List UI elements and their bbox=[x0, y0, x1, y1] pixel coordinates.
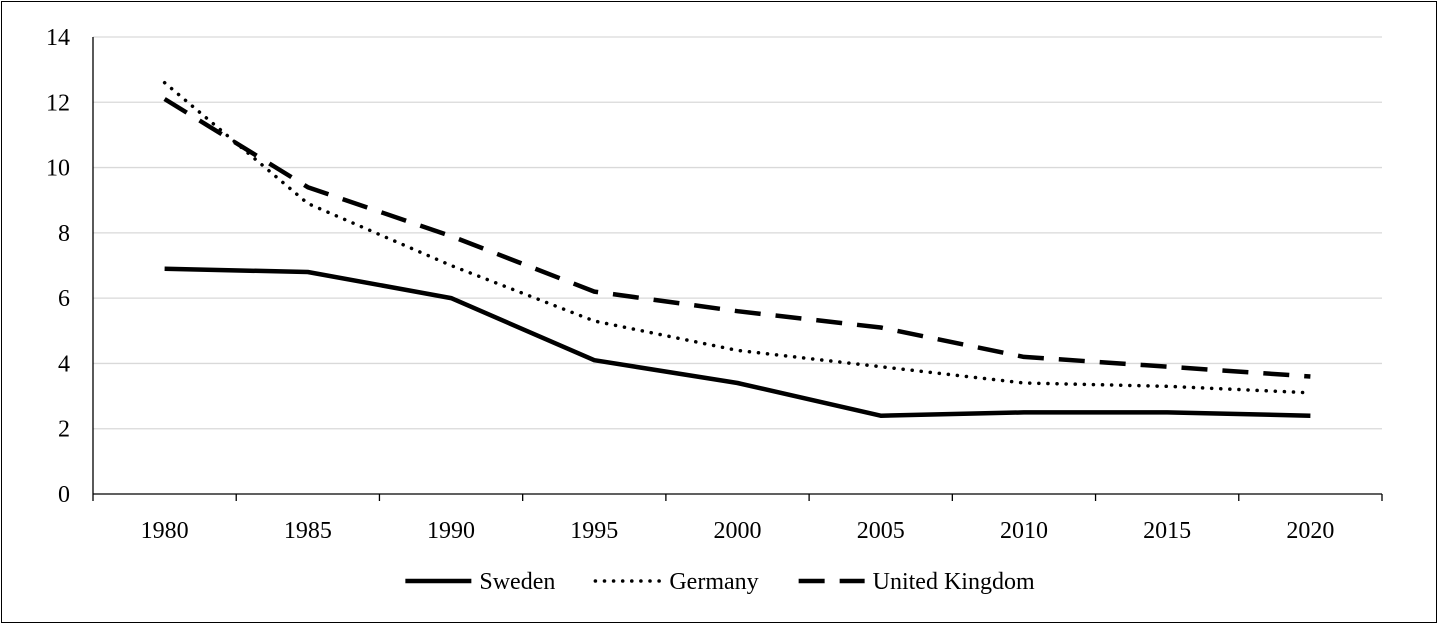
x-tick-label: 1995 bbox=[570, 518, 618, 544]
y-tick-label: 14 bbox=[46, 25, 70, 51]
y-tick-label: 10 bbox=[46, 156, 70, 182]
x-axis-ticks bbox=[92, 494, 1383, 501]
legend: Sweden Germany United Kingdom bbox=[405, 569, 1035, 595]
y-tick-label: 12 bbox=[46, 90, 70, 116]
legend-label: Germany bbox=[669, 569, 758, 595]
legend-label: United Kingdom bbox=[873, 569, 1035, 595]
legend-item-germany: Germany bbox=[593, 569, 759, 595]
data-point-germany bbox=[1308, 391, 1312, 395]
y-tick-label: 4 bbox=[58, 351, 70, 377]
data-point-germany bbox=[592, 319, 596, 323]
y-tick-label: 6 bbox=[58, 286, 70, 312]
legend-item-united-kingdom: United Kingdom bbox=[798, 569, 1035, 595]
series-line-germany bbox=[162, 80, 1313, 395]
x-tick-label: 2010 bbox=[1000, 518, 1048, 544]
x-tick-label: 2005 bbox=[857, 518, 905, 544]
x-tick-label: 1980 bbox=[141, 518, 189, 544]
data-point-united-kingdom bbox=[449, 234, 453, 238]
legend-label: Sweden bbox=[479, 569, 555, 595]
y-tick-label: 8 bbox=[58, 221, 70, 247]
x-tick-label: 1990 bbox=[427, 518, 475, 544]
x-tick-label: 2000 bbox=[714, 518, 762, 544]
series-line-united-kingdom bbox=[163, 97, 1311, 379]
data-point-germany bbox=[1022, 381, 1026, 385]
legend-item-sweden: Sweden bbox=[405, 569, 555, 595]
series-lines bbox=[162, 80, 1313, 418]
y-axis-tick-labels: 0 2 4 6 8 10 12 14 bbox=[46, 25, 70, 508]
x-tick-label: 2020 bbox=[1286, 518, 1334, 544]
gridlines bbox=[93, 36, 1382, 430]
y-tick-label: 0 bbox=[58, 482, 70, 508]
series-line-sweden bbox=[164, 266, 1311, 418]
x-axis-tick-labels: 1980 1985 1990 1995 2000 2005 2010 2015 2020 bbox=[141, 518, 1335, 544]
data-point-germany bbox=[306, 201, 310, 205]
x-tick-label: 2015 bbox=[1143, 518, 1191, 544]
y-tick-label: 2 bbox=[58, 417, 70, 443]
data-point-germany bbox=[879, 365, 883, 369]
x-tick-label: 1985 bbox=[284, 518, 332, 544]
